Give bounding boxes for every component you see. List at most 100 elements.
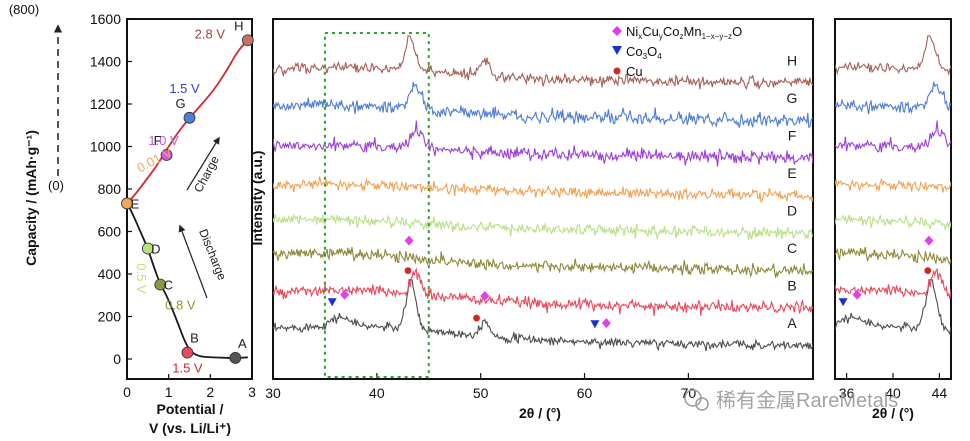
xrd-marker-circle — [473, 314, 480, 322]
zoom-marker-circle — [924, 267, 932, 275]
xrd-panel: Intensity (a.u.) 2θ / (°) 30 40 50 60 70 A B C… — [249, 18, 814, 421]
xrd-phase-markers — [327, 235, 611, 329]
state-point-c — [154, 278, 167, 291]
wechat-icon-bubble — [695, 397, 709, 411]
legend-ni-oxide-label: NixCuyCozMn1−x−y−zO — [626, 24, 742, 41]
zoom-marker-diamond — [852, 289, 862, 300]
xrd-pattern-label-a: A — [787, 315, 797, 331]
zoom-pattern-a — [835, 279, 951, 336]
xrd-pattern-label-c: C — [787, 240, 797, 256]
xrd-pattern-label-d: D — [787, 203, 797, 219]
xrd-plot-frame — [272, 18, 814, 380]
potential-label-h: 2.8 V — [195, 26, 226, 41]
xrd-pattern-d — [273, 213, 813, 241]
xrd-x-tick-label: 30 — [265, 385, 281, 401]
xrd-pattern-label-f: F — [788, 128, 797, 144]
capacity-x-axis: 0 1 2 3 — [123, 374, 256, 400]
state-point-h — [241, 34, 254, 47]
capacity-x-axis-label-line1: Potential / — [157, 401, 224, 417]
capacity-x-tick-label: 0 — [123, 384, 131, 400]
xrd-x-tick-label: 60 — [577, 385, 593, 401]
discharge-annotation: Discharge — [196, 227, 229, 283]
capacity-x-tick-label: 2 — [206, 384, 214, 400]
legend-cu-label: Cu — [626, 64, 643, 79]
capacity-y-tick-label: 0 — [113, 351, 121, 367]
zoom-pattern-b — [835, 267, 951, 299]
state-point-label-g: G — [175, 96, 185, 111]
capacity-y-tick-label: 1400 — [90, 54, 121, 70]
zoom-marker-triangle-down — [838, 298, 848, 307]
xrd-x-axis: 30 40 50 60 70 — [265, 373, 696, 401]
xrd-pattern-h — [273, 35, 813, 91]
xrd-patterns — [273, 35, 813, 352]
xrd-marker-diamond — [480, 291, 490, 302]
xrd-pattern-label-h: H — [787, 53, 797, 69]
xrd-marker-diamond — [601, 318, 611, 329]
zoom-x-axis: 36 40 44 — [839, 373, 948, 401]
watermark: 稀有金属RareMetals — [684, 389, 898, 412]
state-point-e — [121, 197, 133, 210]
zoom-pattern-c — [835, 246, 951, 266]
xrd-pattern-f — [273, 120, 813, 167]
zoom-marker-diamond — [924, 235, 934, 246]
capacity-x-axis-label-line2: V (vs. Li/Li⁺) — [149, 420, 231, 436]
zoom-x-tick-label: 44 — [932, 385, 948, 401]
capacity-y-tick-label: 1600 — [90, 11, 121, 27]
capacity-y-tick-label: 200 — [98, 309, 122, 325]
charge-curve — [126, 39, 249, 205]
state-point-a — [229, 352, 242, 364]
zoom-pattern-g — [835, 81, 951, 115]
xrd-pattern-label-b: B — [787, 278, 796, 294]
potential-label-b: 1.5 V — [172, 361, 203, 376]
zoom-pattern-h — [835, 35, 951, 76]
xrd-zoom-panel: 2θ / (°) 36 40 44 — [834, 18, 952, 421]
xrd-x-tick-label: 40 — [369, 385, 385, 401]
state-point-label-a: A — [238, 336, 247, 351]
xrd-pattern-label-e: E — [787, 165, 796, 181]
capacity-state-points: A B 1.5 V C 0.8 V D0.5 V E F0.01 V G 1.0 V H 2.8 V 1… — [121, 18, 254, 376]
xrd-x-tick-label: 50 — [473, 385, 489, 401]
legend-co3o4-label: Co3O4 — [626, 44, 662, 61]
xrd-legend: NixCuyCozMn1−x−y−zO Co3O4 Cu — [612, 24, 742, 79]
state-point-b — [181, 346, 194, 359]
secondary-axis-top-label: (800) — [9, 2, 39, 17]
state-point-label-d: D — [151, 242, 160, 257]
potential-label-g-upper: 1.5 V — [169, 81, 200, 96]
zoom-x-tick-label: 40 — [885, 385, 901, 401]
zoom-pattern-d — [835, 214, 951, 231]
xrd-pattern-e — [273, 176, 813, 204]
watermark-text: 稀有金属RareMetals — [716, 389, 898, 412]
xrd-pattern-b — [273, 267, 813, 316]
state-point-g — [183, 111, 196, 124]
zoom-phase-markers — [838, 235, 934, 307]
zoom-x-axis-label: 2θ / (°) — [872, 405, 914, 421]
capacity-y-tick-label: 800 — [98, 181, 122, 197]
state-point-f — [160, 149, 173, 161]
capacity-y-tick-label: 600 — [98, 224, 122, 240]
legend-circle-marker — [613, 67, 621, 75]
capacity-y-tick-label: 1000 — [90, 139, 121, 155]
legend-triangle-marker — [612, 46, 622, 55]
capacity-y-tick-label: 1200 — [90, 96, 121, 112]
xrd-marker-diamond — [404, 235, 414, 246]
zoom-patterns — [835, 35, 951, 336]
zoom-pattern-f — [835, 120, 951, 154]
xrd-marker-diamond — [340, 289, 350, 300]
xrd-marker-triangle-down — [327, 298, 337, 307]
zoom-x-tick-label: 36 — [839, 385, 855, 401]
state-point-label-e: E — [131, 196, 140, 211]
potential-label-f: 0.01 V — [134, 144, 175, 175]
charge-annotation: Charge — [191, 153, 222, 195]
xrd-pattern-a — [273, 279, 813, 352]
xrd-marker-circle — [404, 267, 412, 275]
charge-arrow — [186, 136, 220, 191]
capacity-y-tick-label: 400 — [98, 266, 122, 282]
xrd-x-axis-label: 2θ / (°) — [519, 405, 561, 421]
secondary-axis-bottom-label: (0) — [48, 178, 64, 193]
legend-diamond-marker — [612, 26, 622, 36]
capacity-x-tick-label: 3 — [248, 384, 256, 400]
zoom-pattern-e — [835, 177, 951, 193]
state-point-label-h: H — [234, 18, 243, 33]
zoom-plot-frame — [834, 18, 952, 380]
xrd-pattern-labels: A B C D E F G H — [787, 53, 798, 332]
